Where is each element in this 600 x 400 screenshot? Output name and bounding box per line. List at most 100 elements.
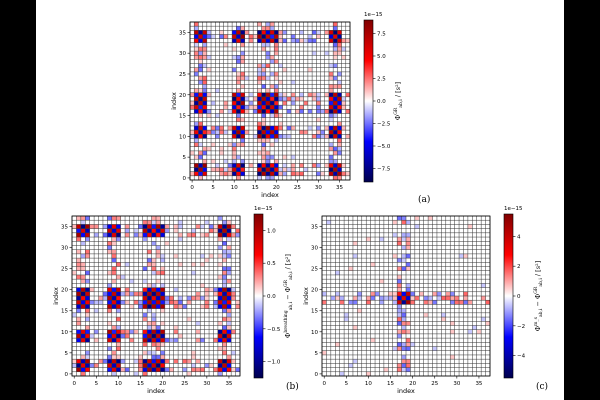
heatmap-cell <box>116 228 121 233</box>
heatmap-cell <box>94 354 99 360</box>
heatmap-cell <box>450 296 455 301</box>
heatmap-cell <box>209 342 214 347</box>
heatmap-cell <box>339 258 345 263</box>
heatmap-cell <box>454 228 460 233</box>
heatmap-cell <box>80 308 86 313</box>
heatmap-cell <box>303 113 308 118</box>
heatmap-cell <box>414 224 420 229</box>
heatmap-cell <box>173 338 179 343</box>
heatmap-cell <box>240 171 245 176</box>
heatmap-cell <box>345 105 350 110</box>
heatmap-cell <box>236 109 241 114</box>
heatmap-cell <box>80 274 86 280</box>
heatmap-cell <box>375 359 380 364</box>
heatmap-cell <box>72 228 77 233</box>
heatmap-cell <box>89 224 95 229</box>
heatmap-cell <box>337 105 342 110</box>
heatmap-cell <box>111 232 117 238</box>
heatmap-cell <box>227 163 233 168</box>
heatmap-cell <box>472 304 477 309</box>
heatmap-cell <box>286 96 292 101</box>
heatmap-cell <box>232 146 237 151</box>
heatmap-cell <box>330 350 336 355</box>
heatmap-cell <box>138 325 143 330</box>
heatmap-cell <box>89 279 95 284</box>
heatmap-cell <box>227 51 233 56</box>
heatmap-cell <box>345 171 350 176</box>
heatmap-cell <box>357 274 362 280</box>
heatmap-cell <box>142 354 148 360</box>
heatmap-cell <box>236 22 241 27</box>
heatmap-cell <box>209 253 214 259</box>
heatmap-cell <box>476 287 482 292</box>
heatmap-cell <box>328 30 334 35</box>
heatmap-cell <box>156 274 161 280</box>
heatmap-cell <box>335 325 340 330</box>
heatmap-cell <box>357 224 362 229</box>
heatmap-cell <box>330 338 336 343</box>
heatmap-cell <box>481 237 486 242</box>
heatmap-cell <box>467 317 473 322</box>
heatmap-cell <box>178 241 183 246</box>
heatmap-panel-2: 0 5 10 15 20 25 30 3505101520253035indexindex−4… <box>302 206 544 395</box>
heatmap-cell <box>195 274 201 280</box>
heatmap-cell <box>156 325 161 330</box>
heatmap-cell <box>244 63 249 68</box>
heatmap-cell <box>476 300 482 305</box>
heatmap-cell <box>204 359 210 364</box>
heatmap-cell <box>182 367 187 372</box>
heatmap-cell <box>85 367 90 372</box>
heatmap-cell <box>147 354 152 360</box>
heatmap-cell <box>138 363 143 368</box>
heatmap-cell <box>441 237 446 242</box>
heatmap-cell <box>111 270 117 275</box>
heatmap-cell <box>223 117 228 122</box>
heatmap-cell <box>219 84 224 89</box>
heatmap-cell <box>156 371 161 376</box>
heatmap-cell <box>375 317 380 322</box>
heatmap-cell <box>156 342 161 347</box>
heatmap-cell <box>98 312 103 318</box>
heatmap-cell <box>299 167 304 172</box>
heatmap-cell <box>450 338 455 343</box>
heatmap-cell <box>366 296 371 301</box>
heatmap-cell <box>232 76 237 81</box>
heatmap-cell <box>423 367 429 372</box>
heatmap-cell <box>370 291 376 296</box>
heatmap-cell <box>240 109 245 114</box>
heatmap-cell <box>333 105 338 110</box>
heatmap-cell <box>217 308 223 313</box>
heatmap-cell <box>257 88 262 93</box>
heatmap-cell <box>261 63 266 68</box>
heatmap-cell <box>432 253 437 259</box>
heatmap-cell <box>467 359 473 364</box>
heatmap-cell <box>467 308 473 313</box>
heatmap-cell <box>211 80 216 85</box>
heatmap-cell <box>335 354 340 360</box>
colorbar-tick-label: 5.0 <box>377 54 386 60</box>
heatmap-cell <box>463 245 468 250</box>
heatmap-cell <box>388 342 393 347</box>
heatmap-cell <box>312 76 317 81</box>
heatmap-cell <box>194 26 199 31</box>
heatmap-cell <box>160 338 165 343</box>
heatmap-cell <box>265 146 270 151</box>
heatmap-cell <box>80 245 86 250</box>
heatmap-cell <box>322 216 327 221</box>
heatmap-cell <box>307 42 313 47</box>
heatmap-cell <box>198 130 203 135</box>
heatmap-cell <box>282 67 287 72</box>
heatmap-cell <box>227 96 233 101</box>
heatmap-cell <box>419 237 424 242</box>
heatmap-cell <box>436 287 442 292</box>
heatmap-cell <box>467 249 473 254</box>
heatmap-cell <box>299 51 304 56</box>
heatmap-cell <box>344 262 349 267</box>
heatmap-cell <box>330 237 336 242</box>
heatmap-cell <box>326 245 331 250</box>
heatmap-cell <box>432 367 437 372</box>
heatmap-cell <box>226 317 232 322</box>
colorbar-tick-label: −0.5 <box>267 327 281 333</box>
heatmap-cell <box>191 262 196 267</box>
heatmap-cell <box>98 367 103 372</box>
